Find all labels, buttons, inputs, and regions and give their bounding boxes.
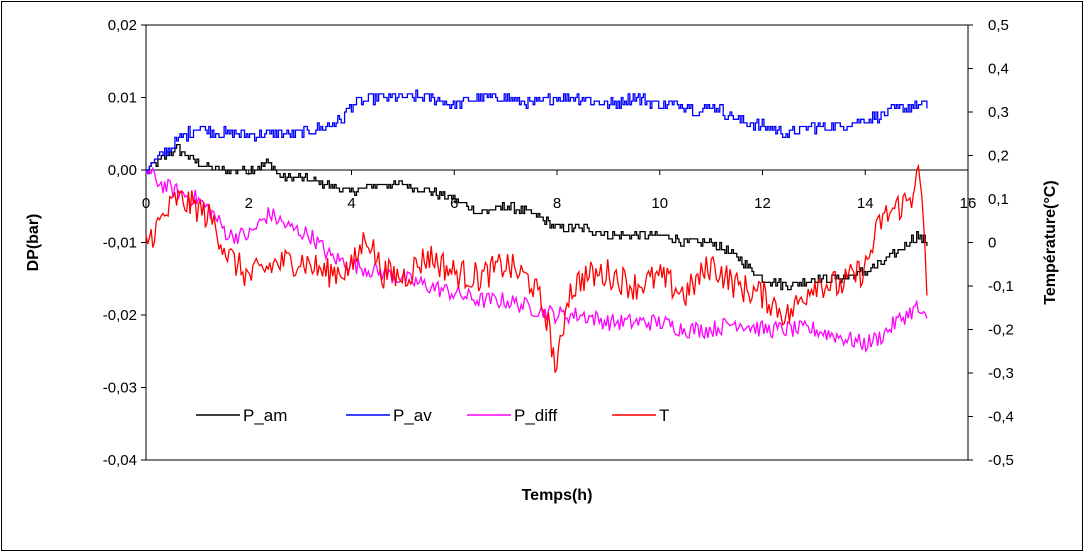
x-tick-label: 4 xyxy=(347,195,355,212)
series-line-p-diff xyxy=(145,166,928,353)
axis-titles: DP(bar) Température(°C) Temps(h) xyxy=(25,180,1059,504)
legend-label: T xyxy=(659,406,669,425)
y2-tick-label: 0,1 xyxy=(988,191,1009,208)
y2-tick-label: 0,2 xyxy=(988,148,1009,165)
x-tick-label: 16 xyxy=(960,195,977,212)
y-tick-label: -0,03 xyxy=(103,380,137,397)
legend: P_am P_av P_diff T xyxy=(196,406,669,425)
series-line-p-am xyxy=(146,143,928,291)
legend-label: P_diff xyxy=(514,406,557,425)
y2-tick-label: -0,1 xyxy=(988,278,1014,295)
y2-tick-label: 0,4 xyxy=(988,61,1009,78)
y2-tick-label: -0,5 xyxy=(988,452,1014,469)
x-tick-label: 6 xyxy=(450,195,458,212)
y-tick-label: -0,01 xyxy=(103,235,137,252)
y2-tick-label: -0,4 xyxy=(988,409,1014,426)
y2-tick-label: 0,5 xyxy=(988,17,1009,34)
legend-label: P_am xyxy=(243,406,287,425)
y-tick-label: 0,02 xyxy=(108,17,137,34)
y2-tick-label: 0 xyxy=(988,235,996,252)
x-axis-title: Temps(h) xyxy=(522,487,593,504)
y-tick-label: -0,04 xyxy=(103,452,137,469)
axes xyxy=(145,24,969,461)
y-tick-label: -0,02 xyxy=(103,307,137,324)
x-tick-label: 2 xyxy=(245,195,253,212)
x-tick-label: 8 xyxy=(553,195,561,212)
y-tick-label: 0,00 xyxy=(108,162,137,179)
y-tick-label: 0.01 xyxy=(108,90,137,107)
x-tick-label: 12 xyxy=(754,195,771,212)
plot-area xyxy=(145,24,969,461)
series-group xyxy=(145,89,928,373)
legend-label: P_av xyxy=(393,406,432,425)
y2-tick-label: -0,2 xyxy=(988,322,1014,339)
y2-tick-label: -0,3 xyxy=(988,365,1014,382)
x-tick-label: 14 xyxy=(857,195,874,212)
y2-tick-label: 0,3 xyxy=(988,104,1009,121)
x-tick-label: 0 xyxy=(142,195,150,212)
x-tick-label: 10 xyxy=(651,195,668,212)
series-line-t xyxy=(145,163,928,373)
y-axis-title: DP(bar) xyxy=(25,214,42,272)
y2-axis-title: Température(°C) xyxy=(1042,180,1059,304)
series-line-p-av xyxy=(146,89,928,175)
ticks: 0,02 0.01 0,00 -0,01 -0,02 -0,03 -0,04 0,5 0,4 0,… xyxy=(103,17,1014,469)
